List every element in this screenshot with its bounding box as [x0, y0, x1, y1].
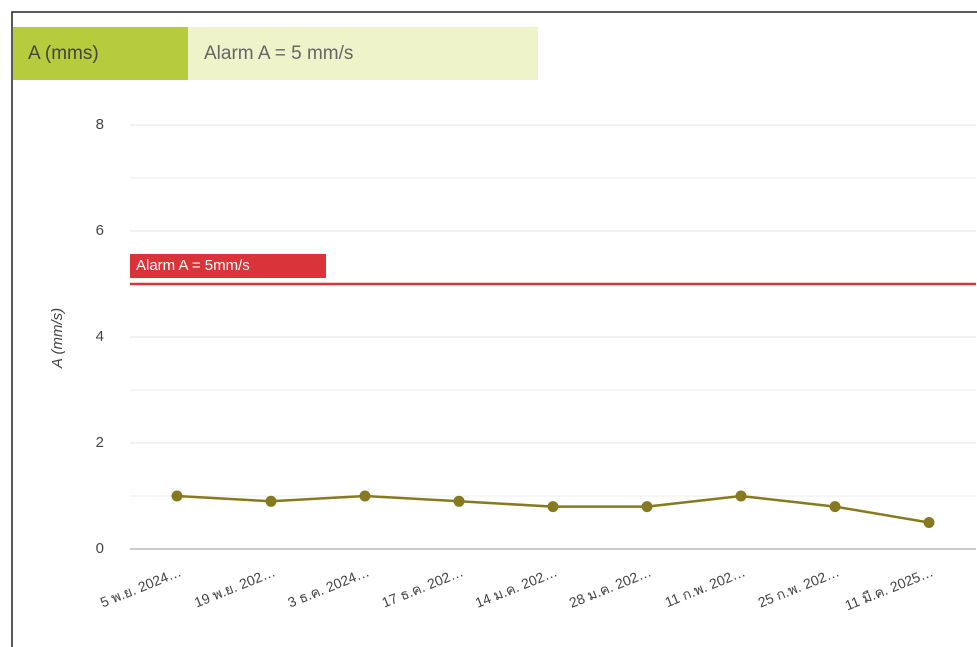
- point: [359, 490, 371, 502]
- point: [171, 490, 183, 502]
- tab-label: A (mms): [28, 43, 99, 64]
- point: [735, 490, 747, 502]
- y-tick-label: 0: [96, 540, 104, 557]
- point: [453, 495, 465, 507]
- info-label: Alarm A = 5 mm/s: [204, 43, 353, 64]
- point: [923, 517, 935, 528]
- threshold-label-bg: [130, 254, 326, 278]
- point: [265, 495, 277, 507]
- info-box: [188, 27, 538, 80]
- y-tick-label: 2: [96, 434, 104, 451]
- threshold-label: Alarm A = 5mm/s: [136, 257, 250, 274]
- y-tick-label: 8: [96, 116, 104, 133]
- y-tick-label: 4: [96, 328, 104, 345]
- point: [547, 501, 559, 513]
- y-axis-label: A (mm/s): [49, 308, 66, 369]
- y-tick-label: 6: [96, 222, 104, 239]
- frame: [11, 11, 977, 647]
- tab[interactable]: [13, 27, 188, 80]
- point: [641, 501, 653, 513]
- point: [829, 501, 841, 513]
